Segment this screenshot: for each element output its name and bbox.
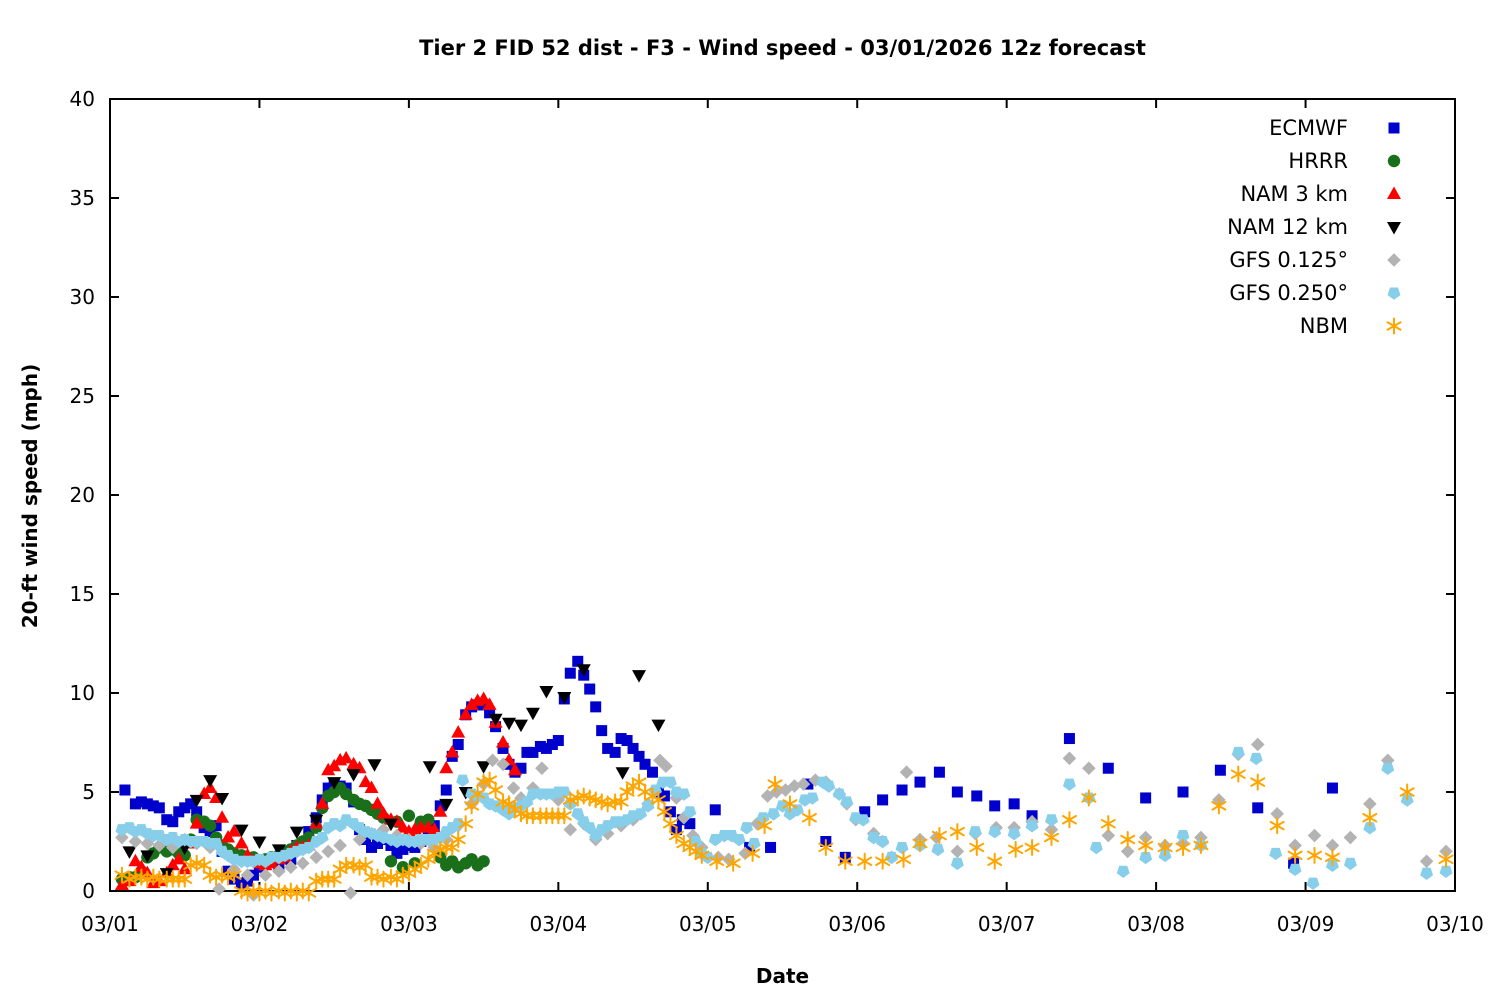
legend: ECMWF HRRR NAM 3 km NAM 12 km GFS 0.125° GFS … [1227, 116, 1402, 338]
x-tick-label: 03/01 [81, 912, 139, 936]
legend-label: ECMWF [1269, 116, 1348, 140]
x-tick-label: 03/09 [1277, 912, 1335, 936]
y-tick-label: 30 [70, 285, 95, 309]
legend-label: NAM 3 km [1240, 182, 1348, 206]
legend-item-gfs-0-250: GFS 0.250° [1229, 281, 1401, 305]
legend-label: GFS 0.125° [1229, 248, 1348, 272]
x-tick-label: 03/06 [828, 912, 886, 936]
y-tick-label: 35 [70, 186, 95, 210]
legend-label: NBM [1300, 314, 1348, 338]
legend-marker-triangle-up-icon [1387, 186, 1401, 199]
series-nam-3-km-points [114, 691, 522, 891]
chart-title: Tier 2 FID 52 dist - F3 - Wind speed - 0… [419, 36, 1146, 60]
legend-label: NAM 12 km [1227, 215, 1348, 239]
x-tick-label: 03/07 [978, 912, 1036, 936]
legend-item-nam-3-km: NAM 3 km [1240, 182, 1401, 206]
x-tick-label: 03/05 [679, 912, 737, 936]
y-tick-label: 0 [82, 879, 95, 903]
x-tick-label: 03/10 [1426, 912, 1484, 936]
legend-item-ecmwf: ECMWF [1269, 116, 1400, 140]
y-tick-label: 10 [70, 681, 95, 705]
legend-label: HRRR [1288, 149, 1348, 173]
legend-marker-triangle-down-icon [1387, 222, 1401, 235]
legend-marker-asterisk-icon [1386, 317, 1402, 335]
legend-label: GFS 0.250° [1229, 281, 1348, 305]
x-tick-label: 03/02 [231, 912, 289, 936]
y-tick-label: 5 [82, 780, 95, 804]
axis-tick-labels: 03/01 03/02 03/03 03/04 03/05 03/06 03/07 03/08… [70, 87, 1484, 936]
y-tick-label: 20 [70, 483, 95, 507]
x-tick-label: 03/03 [380, 912, 438, 936]
axis-ticks [109, 98, 1456, 892]
legend-marker-square-icon [1388, 122, 1400, 134]
legend-marker-pentagon-icon [1387, 287, 1401, 300]
legend-item-gfs-0-125: GFS 0.125° [1229, 248, 1401, 272]
legend-item-nbm: NBM [1300, 314, 1402, 338]
x-tick-label: 03/04 [530, 912, 588, 936]
legend-marker-diamond-icon [1387, 253, 1401, 267]
x-tick-label: 03/08 [1127, 912, 1185, 936]
legend-item-nam-12-km: NAM 12 km [1227, 215, 1401, 239]
legend-marker-circle-icon [1387, 154, 1401, 168]
y-tick-label: 25 [70, 384, 95, 408]
series-gfs-0-250-points [115, 746, 1453, 890]
legend-item-hrrr: HRRR [1288, 149, 1401, 173]
series-nbm-points [114, 765, 1454, 902]
y-tick-label: 40 [70, 87, 95, 111]
x-axis-label: Date [755, 964, 810, 988]
y-tick-label: 15 [70, 582, 95, 606]
